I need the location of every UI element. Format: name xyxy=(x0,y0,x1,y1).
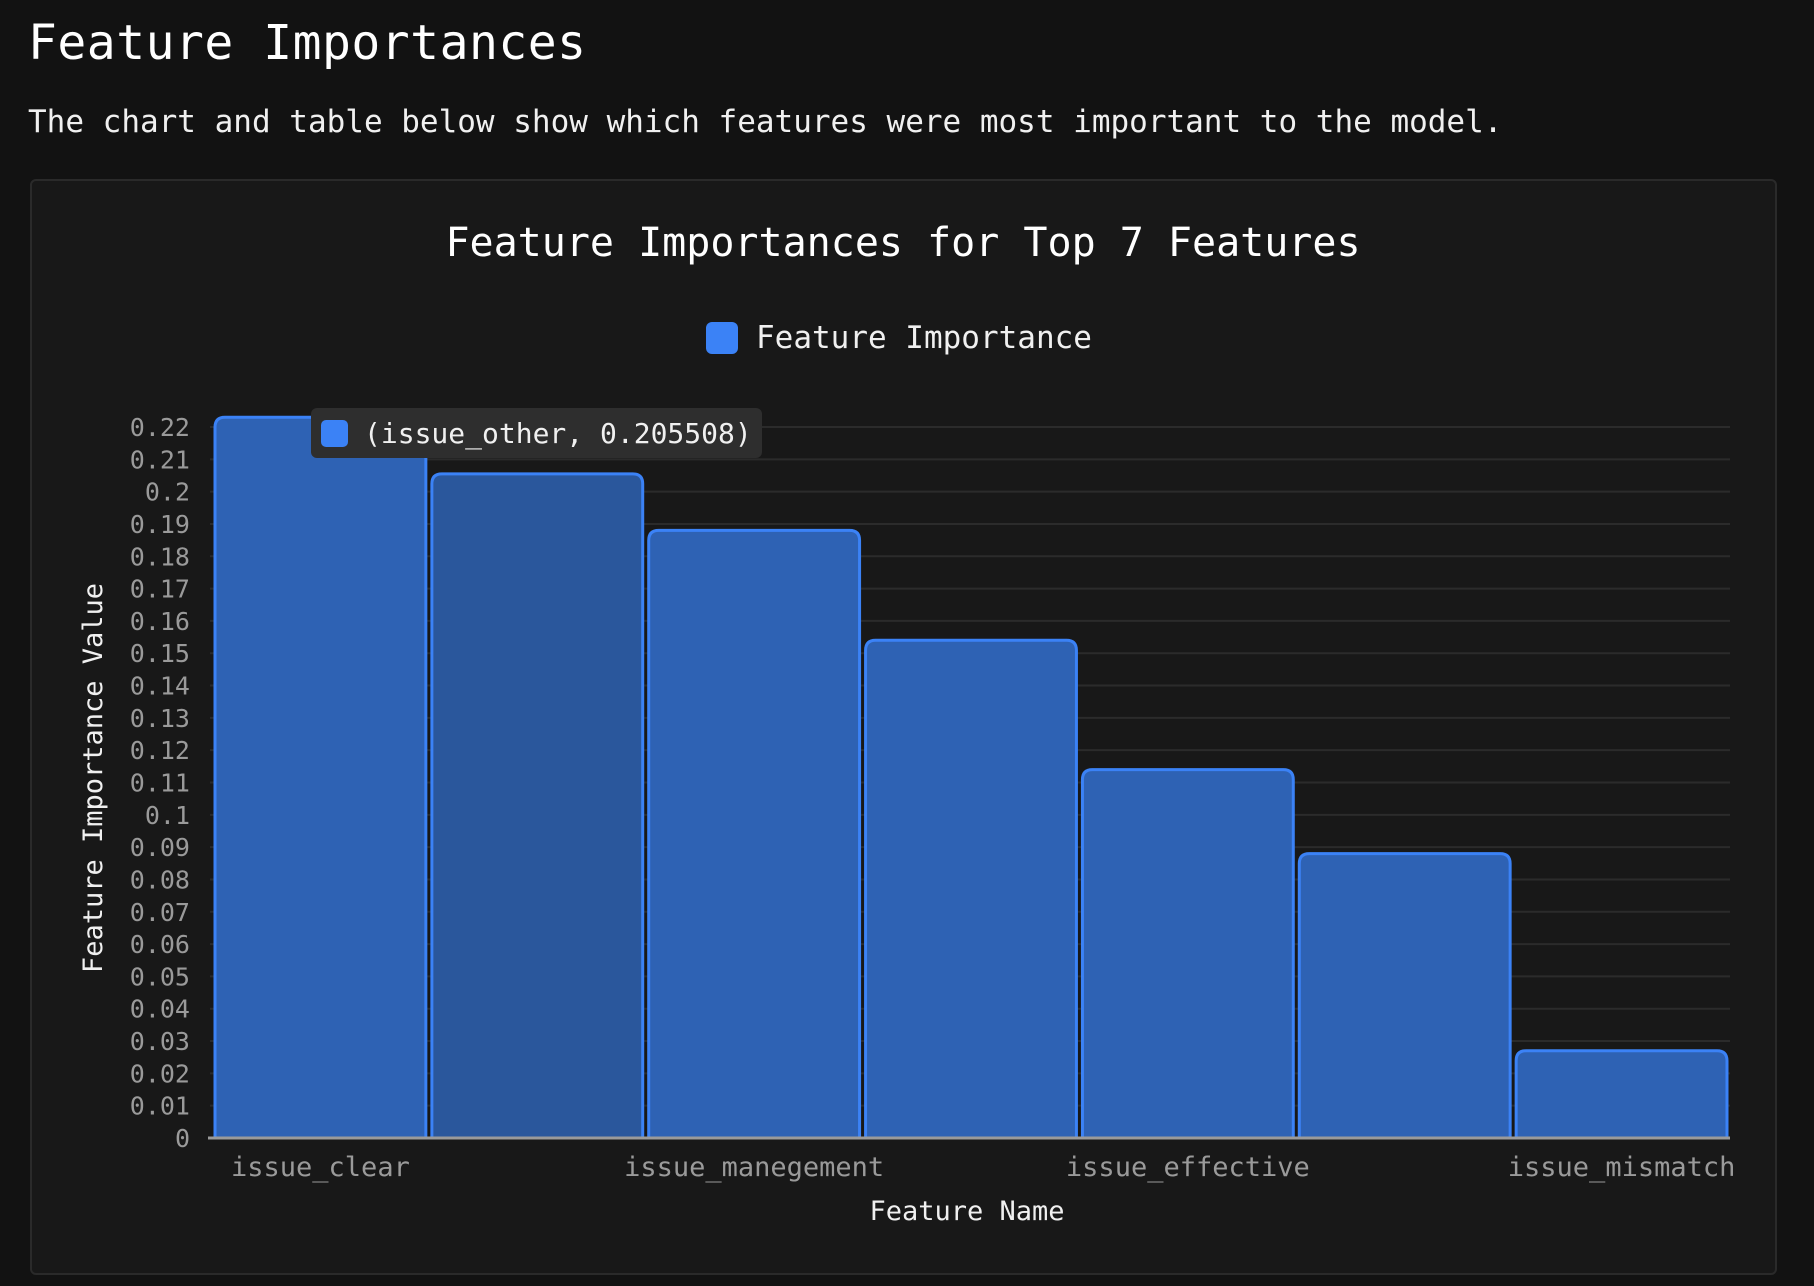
bar-index-3[interactable] xyxy=(864,638,1078,1140)
y-tick-label: 0.12 xyxy=(130,736,190,765)
y-tick-label: 0.11 xyxy=(130,769,190,798)
bar-index-5[interactable] xyxy=(1297,852,1512,1140)
y-tick-label: 0.05 xyxy=(130,962,190,991)
page-title: Feature Importances xyxy=(28,15,587,71)
x-axis-label: Feature Name xyxy=(869,1196,1064,1227)
y-tick-label: 0.04 xyxy=(130,995,190,1024)
x-tick-label: issue_clear xyxy=(231,1152,410,1183)
y-axis-ticks: 0 0.01 0.02 0.03 0.04 0.05 0.06 0.07 0.08 0.09 0.1… xyxy=(130,413,190,1153)
tooltip-text: (issue_other, 0.205508) xyxy=(364,416,752,450)
y-tick-label: 0.2 xyxy=(145,478,190,507)
y-tick-label: 0.1 xyxy=(145,801,190,830)
y-tick-label: 0.06 xyxy=(130,930,190,959)
y-axis-label: Feature Importance Value xyxy=(78,583,109,973)
legend-swatch xyxy=(706,322,738,354)
y-tick-label: 0 xyxy=(175,1124,190,1153)
y-tick-label: 0.22 xyxy=(130,413,190,442)
bar-issue_effective[interactable] xyxy=(1080,768,1295,1140)
bar-issue_mismatch[interactable] xyxy=(1514,1049,1729,1140)
y-tick-label: 0.19 xyxy=(130,510,190,539)
bars xyxy=(213,415,1729,1140)
x-axis-ticks: issue_clear issue_manegement issue_effecti… xyxy=(231,1152,1735,1183)
bar-issue_manegement[interactable] xyxy=(647,528,862,1140)
y-tick-label: 0.02 xyxy=(130,1059,190,1088)
y-tick-label: 0.14 xyxy=(130,672,190,701)
y-tick-label: 0.17 xyxy=(130,575,190,604)
legend-label: Feature Importance xyxy=(756,320,1092,356)
y-tick-label: 0.16 xyxy=(130,607,190,636)
chart-legend[interactable]: Feature Importance xyxy=(706,320,1092,356)
tooltip-swatch xyxy=(321,419,348,447)
x-tick-label: issue_manegement xyxy=(624,1152,884,1183)
y-tick-label: 0.01 xyxy=(130,1092,190,1121)
y-tick-label: 0.08 xyxy=(130,865,190,894)
y-tick-label: 0.07 xyxy=(130,898,190,927)
x-tick-label: issue_effective xyxy=(1066,1152,1310,1183)
page-description: The chart and table below show which fea… xyxy=(28,104,1503,140)
bar-tooltip: (issue_other, 0.205508) xyxy=(311,408,762,458)
y-tick-label: 0.13 xyxy=(130,704,190,733)
y-tick-label: 0.15 xyxy=(130,639,190,668)
bar-issue_clear[interactable] xyxy=(213,415,428,1140)
bar-issue_other[interactable] xyxy=(430,472,645,1140)
chart-title: Feature Importances for Top 7 Features xyxy=(445,220,1360,266)
y-tick-label: 0.21 xyxy=(130,445,190,474)
y-tick-label: 0.03 xyxy=(130,1027,190,1056)
x-tick-label: issue_mismatch xyxy=(1508,1152,1736,1183)
y-tick-label: 0.18 xyxy=(130,542,190,571)
y-tick-label: 0.09 xyxy=(130,833,190,862)
